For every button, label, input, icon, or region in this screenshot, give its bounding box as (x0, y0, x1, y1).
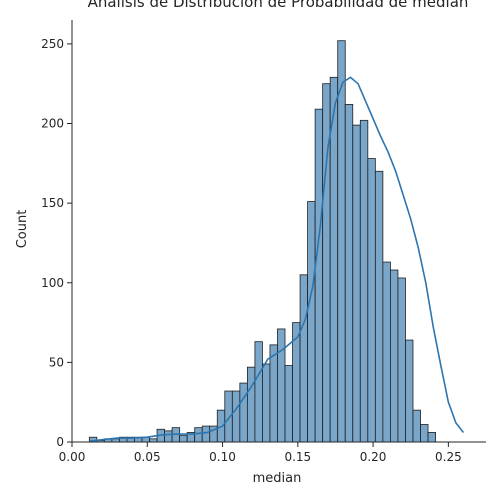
histogram-bar (269, 344, 278, 443)
y-tick-label: 250 (41, 37, 64, 51)
histogram-bars (88, 40, 436, 443)
histogram-bar (262, 363, 271, 443)
y-tick-label: 0 (56, 435, 64, 449)
histogram-bar (405, 339, 414, 443)
x-axis-ticks: 0.00 0.05 0.10 0.15 0.20 0.25 (59, 442, 462, 464)
histogram-bar (412, 409, 421, 443)
histogram-bar (314, 108, 324, 443)
histogram-bar (231, 390, 241, 443)
y-tick-label: 150 (41, 196, 64, 210)
histogram-bar (420, 424, 429, 443)
histogram-bar (359, 119, 369, 443)
x-tick-label: 0.15 (284, 450, 311, 464)
x-tick-label: 0.10 (209, 450, 236, 464)
histogram-bar (194, 427, 203, 443)
histogram-bar (352, 124, 361, 443)
histogram-bar (427, 432, 436, 443)
histogram-bar (277, 328, 286, 443)
x-tick-label: 0.25 (435, 450, 462, 464)
x-axis-label: median (253, 471, 302, 486)
histogram-bar (284, 365, 293, 443)
histogram-bar (337, 40, 346, 443)
histogram-bar (179, 435, 188, 443)
y-axis-label: Count (15, 210, 30, 249)
histogram-bar (397, 277, 406, 443)
histogram-bar (254, 341, 263, 443)
histogram-bar (382, 261, 391, 443)
x-tick-label: 0.20 (360, 450, 387, 464)
histogram-bar (367, 158, 376, 443)
histogram-bar (224, 390, 233, 443)
histogram-bar (299, 274, 309, 443)
y-axis-ticks: 0 50 100 150 200 250 (41, 37, 72, 449)
y-tick-label: 200 (41, 117, 64, 131)
kde-curve (89, 76, 465, 442)
histogram-bar (239, 382, 248, 443)
y-tick-label: 100 (41, 276, 64, 290)
x-tick-label: 0.00 (59, 450, 86, 464)
histogram-bar (246, 366, 256, 443)
histogram-bar (374, 170, 384, 443)
histogram-bar (164, 430, 173, 443)
histogram-bar (390, 269, 399, 443)
histogram-bar (201, 425, 211, 443)
x-tick-label: 0.05 (134, 450, 161, 464)
histogram-bar (344, 104, 354, 443)
histogram-bar (307, 201, 316, 443)
y-tick-label: 50 (49, 355, 64, 369)
chart-title: Análisis de Distribución de Probabilidad… (88, 0, 469, 11)
